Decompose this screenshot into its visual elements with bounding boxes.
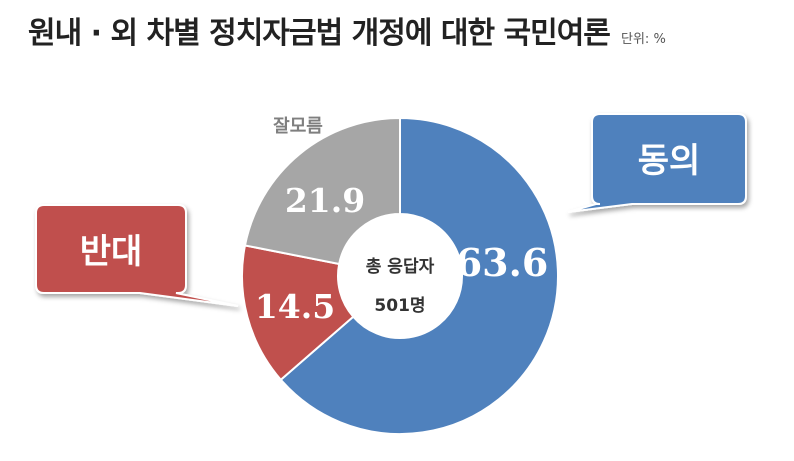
slice-disagree (241, 244, 355, 382)
chart-title-block: 원내 · 외 차별 정치자금법 개정에 대한 국민여론 단위: % (28, 8, 666, 52)
slice-unknown (243, 116, 401, 266)
category-label-disagree: 반대 (80, 232, 143, 272)
value-label-agree: 63.6 (456, 240, 549, 285)
center-text-total: 총 응답자 (366, 257, 435, 277)
chart-title: 원내 · 외 차별 정치자금법 개정에 대한 국민여론 (28, 16, 611, 51)
unit-label: 단위: % (621, 32, 666, 47)
value-label-disagree: 14.5 (255, 287, 335, 326)
slice-agree (279, 116, 559, 435)
category-label-unknown: 잘모름 (273, 116, 323, 137)
center-text-count: 501명 (374, 296, 425, 316)
callout-disagree (35, 204, 239, 307)
value-label-unknown: 21.9 (285, 181, 365, 220)
callout-agree (567, 113, 747, 213)
category-label-agree: 동의 (638, 141, 701, 181)
